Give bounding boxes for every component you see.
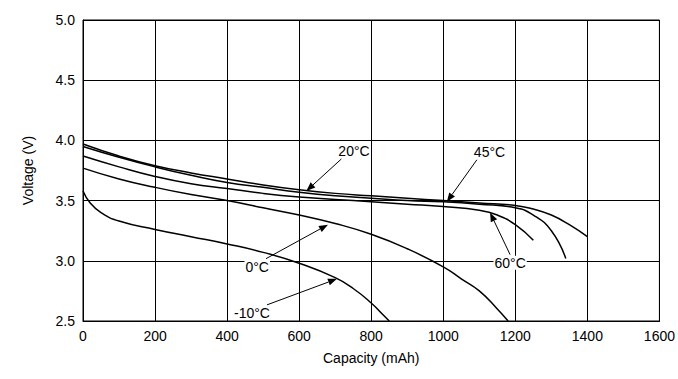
svg-text:2.5: 2.5	[56, 313, 76, 329]
svg-text:3.0: 3.0	[56, 253, 76, 269]
svg-text:0°C: 0°C	[245, 259, 269, 275]
svg-text:-10°C: -10°C	[234, 305, 270, 321]
svg-text:1200: 1200	[500, 328, 531, 344]
svg-text:Voltage (V): Voltage (V)	[20, 136, 36, 205]
svg-text:Capacity (mAh): Capacity (mAh)	[323, 350, 419, 366]
svg-text:0: 0	[79, 328, 87, 344]
svg-text:4.0: 4.0	[56, 132, 76, 148]
svg-text:20°C: 20°C	[338, 143, 369, 159]
svg-text:1000: 1000	[428, 328, 459, 344]
svg-text:3.5: 3.5	[56, 193, 76, 209]
svg-text:45°C: 45°C	[474, 144, 505, 160]
svg-text:4.5: 4.5	[56, 72, 76, 88]
svg-text:1400: 1400	[572, 328, 603, 344]
svg-text:5.0: 5.0	[56, 12, 76, 28]
svg-text:600: 600	[287, 328, 311, 344]
svg-text:400: 400	[215, 328, 239, 344]
svg-text:1600: 1600	[644, 328, 675, 344]
svg-text:800: 800	[360, 328, 384, 344]
svg-text:200: 200	[143, 328, 167, 344]
svg-text:60°C: 60°C	[494, 255, 525, 271]
